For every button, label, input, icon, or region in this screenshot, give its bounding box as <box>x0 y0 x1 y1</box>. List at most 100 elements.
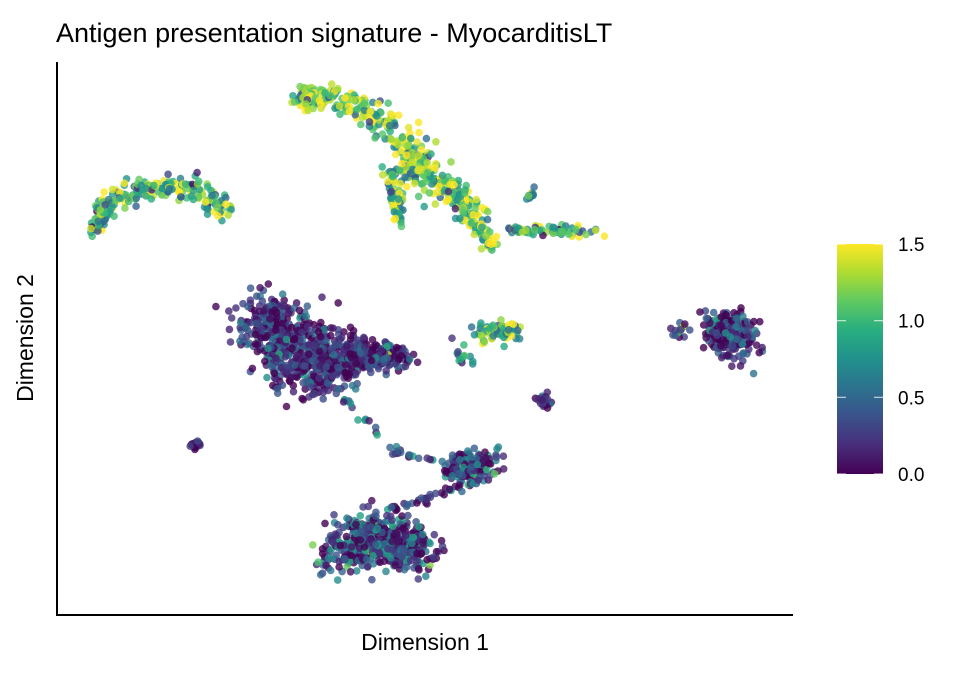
scatter-point-large-left <box>356 349 365 357</box>
scatter-point-top-large <box>290 98 299 106</box>
scatter-point-top-left-arc <box>208 191 216 200</box>
scatter-point-bottom-right <box>473 460 482 469</box>
scatter-point-bottom <box>325 554 333 562</box>
scatter-point-right-blob <box>702 334 710 342</box>
scatter-point-top-large <box>360 99 369 108</box>
scatter-point-bottom <box>364 502 373 511</box>
scatter-point-top-large <box>401 173 409 181</box>
scatter-point-top-large <box>469 210 477 219</box>
scatter-point-top-large <box>336 110 344 119</box>
scatter-point-bottom <box>316 570 325 579</box>
scatter-point-bottom <box>404 548 412 557</box>
scatter-point-large-left <box>334 363 342 372</box>
scatter-point-top-large <box>360 106 369 115</box>
scatter-point-top-left-arc <box>101 201 109 209</box>
scatter-point-top-large <box>404 123 413 132</box>
scatter-point-top-large <box>408 165 417 174</box>
scatter-point-large-left <box>225 325 234 334</box>
scatter-point-large-left <box>278 290 287 299</box>
scatter-point-large-left <box>318 355 327 363</box>
scatter-point-right-strip <box>564 230 573 238</box>
scatter-point-large-left <box>281 353 290 361</box>
scatter-point-middle-small <box>477 319 485 327</box>
scatter-point-right-blob-edge <box>681 320 689 328</box>
scatter-point-top-left-arc <box>195 177 203 186</box>
scatter-point-bottom <box>382 567 390 576</box>
scatter-point-bottom <box>394 536 402 544</box>
scatter-point-bottom <box>347 543 356 551</box>
scatter-point-top-left-arc <box>222 200 230 208</box>
x-axis-label: Dimension 1 <box>361 629 489 655</box>
scatter-point-large-left <box>246 318 255 327</box>
scatter-point-large-left <box>354 339 362 348</box>
scatter-point-bottom <box>415 566 423 574</box>
scatter-point-top-left-arc <box>110 212 118 220</box>
scatter-point-middle-scatter <box>466 352 475 361</box>
scatter-point-right-blob <box>726 333 734 341</box>
scatter-point-large-left <box>282 335 291 344</box>
scatter-point-bottom <box>422 572 430 580</box>
scatter-point-large-left <box>252 292 261 301</box>
scatter-point-top-left-arc <box>132 202 140 210</box>
scatter-point-strand <box>339 398 348 406</box>
scatter-point-top-left-arc <box>201 198 210 206</box>
scatter-point-top-large <box>467 219 476 227</box>
scatter-point-top-large <box>327 80 336 88</box>
scatter-point-right-blob <box>702 314 711 323</box>
scatter-point-top-large <box>433 188 442 197</box>
scatter-point-top-large <box>435 182 443 191</box>
scatter-point-bottom-right <box>499 452 508 461</box>
scatter-point-top-large-branch <box>397 218 405 227</box>
scatter-point-large-left <box>270 369 279 378</box>
scatter-point-connector <box>413 499 421 507</box>
scatter-point-top-large <box>402 151 411 160</box>
scatter-point-right-strip <box>600 232 609 240</box>
scatter-point-bottom <box>383 511 391 520</box>
scatter-point-large-left <box>323 379 332 387</box>
scatter-point-right-blob <box>744 325 752 334</box>
scatter-point-top-large <box>417 146 426 154</box>
scatter-point-large-left <box>316 362 324 370</box>
scatter-point-bottom <box>388 545 396 554</box>
scatter-point-bottom <box>346 551 355 560</box>
scatter-point-right-strip <box>518 228 527 236</box>
scatter-point-bottom <box>342 532 351 541</box>
scatter-point-bottom-right <box>490 470 499 478</box>
scatter-point-right-strip <box>582 230 590 239</box>
scatter-point-middle-scatter <box>460 341 468 349</box>
scatter-point-strand <box>371 423 380 432</box>
scatter-point-top-large <box>353 105 361 114</box>
scatter-point-bottom <box>414 575 423 583</box>
scatter-point-isolated-top <box>530 183 538 191</box>
scatter-point-top-large <box>444 187 453 196</box>
scatter-point-top-large <box>365 118 374 126</box>
scatter-point-top-large <box>447 158 455 166</box>
scatter-point-top-large <box>414 192 423 201</box>
scatter-point-large-left <box>298 394 306 403</box>
scatter-point-top-large <box>431 164 439 172</box>
scatter-point-large-left <box>291 361 299 369</box>
scatter-point-top-large <box>482 232 490 240</box>
scatter-point-bottom <box>368 496 376 505</box>
scatter-point-bottom <box>389 522 397 531</box>
scatter-point-right-blob <box>729 342 737 350</box>
colorbar <box>837 244 883 474</box>
scatter-point-middle-small <box>489 332 498 340</box>
scatter-point-top-large <box>335 102 344 110</box>
scatter-point-top-left-arc <box>108 185 117 194</box>
scatter-point-middle-small <box>485 324 494 333</box>
scatter-point-top-large <box>398 134 407 142</box>
scatter-point-bottom <box>398 512 406 520</box>
scatter-point-large-left <box>273 384 282 393</box>
scatter-point-top-large <box>304 106 313 115</box>
scatter-point-bottom <box>388 537 396 546</box>
scatter-point-bottom <box>371 540 380 549</box>
scatter-point-large-left <box>304 350 313 359</box>
scatter-point-connector <box>474 476 482 484</box>
scatter-point-top-left-arc <box>100 188 108 196</box>
scatter-point-bottom <box>408 539 416 548</box>
scatter-point-top-large <box>366 108 375 116</box>
scatter-point-large-left <box>272 326 280 335</box>
scatter-point-bottom <box>415 522 423 531</box>
scatter-point-bottom <box>375 549 384 558</box>
